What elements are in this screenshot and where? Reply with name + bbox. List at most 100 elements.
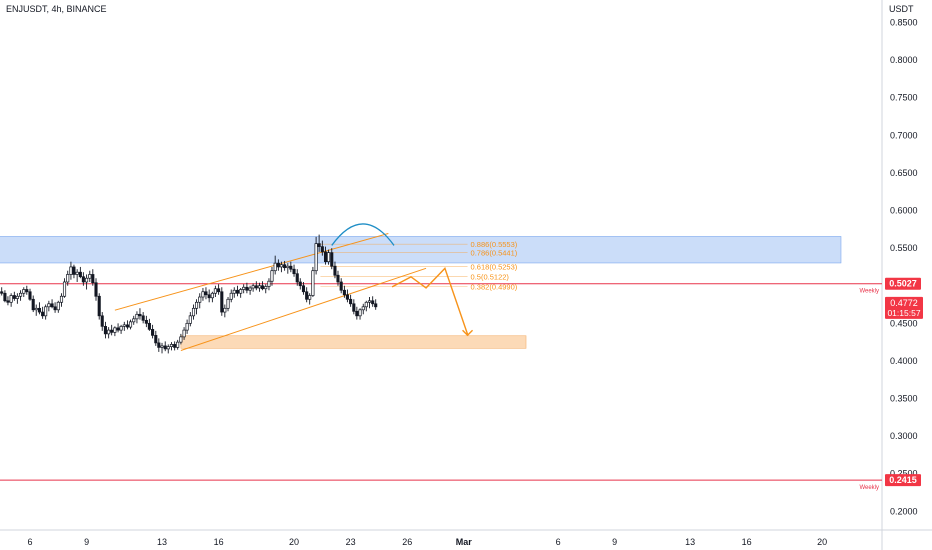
candle-body [358,309,362,317]
candle-body [122,324,126,327]
candle-body [355,310,359,317]
candle-body [235,289,240,294]
time-tick: 6 [556,537,561,547]
time-tick: 23 [346,537,356,547]
weekly-note: Weekly [859,289,879,295]
candle-body [264,286,268,290]
price-axis-currency: USDT [889,4,914,14]
price-tick: 0.8500 [890,18,918,28]
weekly-price-badge [885,277,921,290]
weekly-price-text: 0.2415 [889,475,917,485]
price-tick: 0.4000 [890,356,918,366]
candle-body [44,306,48,317]
candle-body [320,246,324,253]
time-tick: 20 [817,537,827,547]
price-tick: 0.6500 [890,168,918,178]
weekly-price-badge [885,474,921,487]
candle-body [239,289,243,294]
candle-body [91,274,95,284]
candle-body [179,336,183,343]
candle-body [361,306,365,311]
resistance-zone [0,236,842,264]
candle-body [169,344,174,348]
candle-body [345,294,349,300]
candle-body [273,262,277,272]
candle-body [185,322,189,331]
candle-body [232,289,236,294]
weekly-price-text: 0.5027 [889,279,917,289]
candle-body [28,291,32,300]
candle-body [305,291,309,300]
candle-body [257,285,262,289]
price-tick: 0.7000 [890,130,918,140]
candle-body [311,270,315,296]
candle-body [100,315,104,327]
candle-body [0,291,4,294]
price-tick: 0.5500 [890,243,918,253]
candle-body [85,277,89,283]
candle-body [151,329,155,336]
candle-body [107,329,111,335]
candle-body [173,344,177,348]
candle-body [3,292,7,302]
candle-body [113,327,117,333]
candle-body [242,286,246,290]
time-tick: 9 [612,537,617,547]
candle-body [88,274,92,279]
candle-body [198,296,202,303]
candle-body [339,281,343,291]
candle-body [176,341,180,348]
current-price-badge [885,296,923,319]
candle-body [204,291,208,296]
candle-body [154,335,158,344]
candle-body [226,298,230,309]
candle-body [333,265,337,276]
candle-body [110,329,114,333]
time-tick: 9 [84,537,89,547]
candle-body [352,303,356,312]
fib-level-label: 0.382(0.4990) [471,282,518,291]
price-tick: 0.4500 [890,318,918,328]
candle-body [223,307,227,313]
top-arc [331,223,395,246]
candle-body [22,289,26,294]
candle-body [374,303,378,308]
candle-body [15,295,19,299]
fib-level-label: 0.886(0.5553) [471,240,518,249]
candle-body [314,243,318,272]
candle-body [298,281,302,287]
candle-body [308,295,312,300]
candle-body [157,342,161,348]
candle-body [97,295,101,317]
candle-body [317,243,321,247]
candle-body [53,306,57,311]
time-tick: Mar [456,537,473,547]
candle-body [19,292,23,297]
projected-arrowhead [462,329,474,337]
symbol-title[interactable]: ENJUSDT, 4h, BINANCE [6,4,107,14]
time-tick: 26 [402,537,412,547]
time-tick: 16 [742,537,752,547]
candle-body [75,271,79,275]
fib-level-label: 0.618(0.5253) [471,263,518,272]
candle-body [188,315,192,324]
candle-body [116,327,120,331]
candle-body [367,300,372,303]
candle-body [330,252,334,267]
candle-body [371,300,375,305]
candle-body [69,266,73,275]
candle-body [166,346,170,350]
candle-body [34,307,38,311]
projected-path [391,267,469,335]
candle-body [144,319,148,324]
candle-body [128,321,133,328]
candle-body [125,324,130,328]
candle-body [47,303,51,308]
candle-body [103,325,107,335]
candle-body [9,295,13,303]
candle-body [201,291,205,298]
channel-upper-line [114,232,389,311]
candle-body [6,300,10,303]
candle-body [248,287,252,291]
